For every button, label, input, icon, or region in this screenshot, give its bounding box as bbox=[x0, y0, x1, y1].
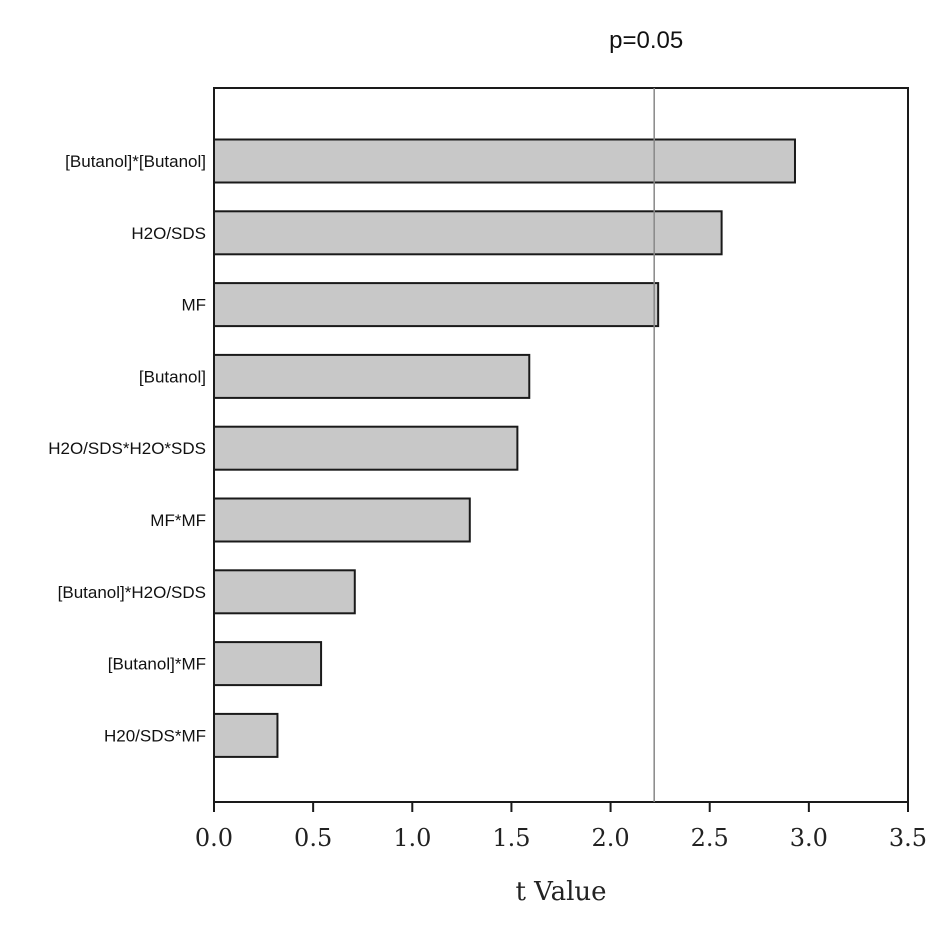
x-tick-label: 2.0 bbox=[591, 824, 629, 852]
category-label: [Butanol]*MF bbox=[108, 655, 206, 674]
x-tick-label: 1.5 bbox=[492, 824, 530, 852]
x-tick-label: 2.5 bbox=[691, 824, 729, 852]
category-label: MF*MF bbox=[150, 511, 206, 530]
bar bbox=[213, 569, 356, 615]
category-label: [Butanol]*[Butanol] bbox=[65, 152, 206, 171]
x-axis-title: t Value bbox=[515, 877, 606, 907]
category-label: H2O/SDS*H2O*SDS bbox=[48, 439, 206, 458]
bar bbox=[213, 282, 660, 328]
significance-label: p=0.05 bbox=[609, 27, 683, 54]
bar bbox=[213, 138, 796, 184]
x-tick-label: 0.5 bbox=[294, 824, 332, 852]
category-label: H20/SDS*MF bbox=[104, 726, 206, 745]
bar bbox=[213, 353, 531, 399]
x-axis-ticks: 0.0 0.5 1.0 1.5 2.0 2.5 3.0 3.5 bbox=[195, 802, 927, 852]
bars-group bbox=[213, 138, 796, 758]
category-label: [Butanol] bbox=[139, 367, 206, 386]
x-tick-label: 3.5 bbox=[889, 824, 927, 852]
bar bbox=[213, 210, 723, 256]
bar bbox=[213, 712, 279, 758]
bar bbox=[213, 641, 323, 687]
x-tick-label: 1.0 bbox=[393, 824, 431, 852]
bar bbox=[213, 425, 519, 471]
bar bbox=[213, 497, 471, 543]
category-label: H2O/SDS bbox=[131, 224, 206, 243]
x-tick-label: 3.0 bbox=[790, 824, 828, 852]
category-label: MF bbox=[181, 296, 206, 315]
category-labels: [Butanol]*[Butanol] H2O/SDS MF [Butanol] H2O… bbox=[48, 152, 206, 745]
category-label: [Butanol]*H2O/SDS bbox=[58, 583, 206, 602]
x-tick-label: 0.0 bbox=[195, 824, 233, 852]
